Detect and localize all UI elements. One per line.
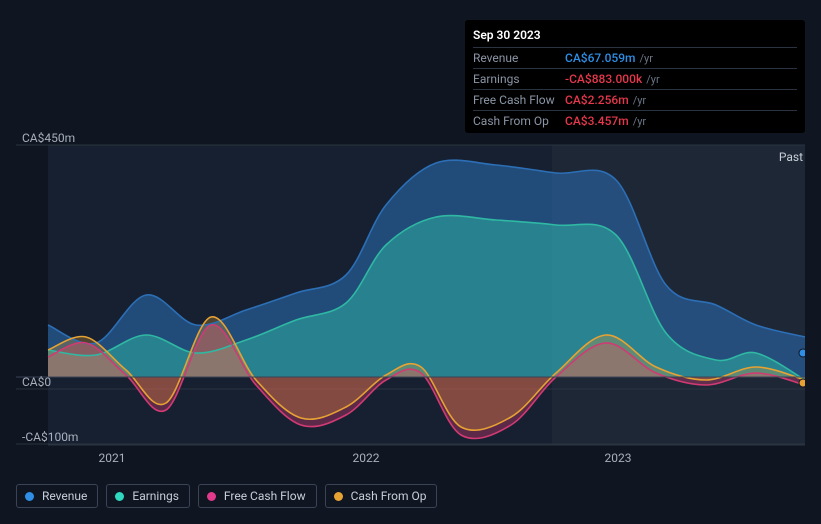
tooltip-date: Sep 30 2023 bbox=[473, 25, 797, 47]
x-axis-label: 2022 bbox=[353, 451, 380, 465]
legend-item[interactable]: Free Cash Flow bbox=[198, 484, 317, 508]
legend-item[interactable]: Cash From Op bbox=[325, 484, 438, 508]
legend-swatch-icon bbox=[334, 492, 343, 501]
tooltip-row-suffix: /yr bbox=[640, 52, 653, 65]
past-period-label: Past bbox=[779, 150, 803, 164]
tooltip-row-suffix: /yr bbox=[633, 94, 646, 107]
y-axis-label: CA$0 bbox=[22, 375, 51, 389]
tooltip-row: Free Cash FlowCA$2.256m/yr bbox=[473, 89, 797, 110]
y-axis-label: CA$450m bbox=[22, 131, 75, 145]
legend: Revenue Earnings Free Cash Flow Cash From O… bbox=[16, 484, 437, 508]
legend-swatch-icon bbox=[115, 492, 124, 501]
data-tooltip: Sep 30 2023 RevenueCA$67.059m/yrEarnings… bbox=[465, 20, 805, 133]
financial-area-chart[interactable] bbox=[16, 125, 805, 460]
legend-label: Free Cash Flow bbox=[224, 489, 306, 503]
tooltip-row-suffix: /yr bbox=[646, 73, 659, 86]
tooltip-row-value: -CA$883.000k bbox=[565, 72, 642, 86]
x-axis-label: 2023 bbox=[605, 451, 632, 465]
legend-item[interactable]: Earnings bbox=[106, 484, 190, 508]
tooltip-row-label: Revenue bbox=[473, 51, 565, 65]
y-axis-label: -CA$100m bbox=[22, 430, 78, 444]
legend-label: Cash From Op bbox=[351, 489, 427, 503]
tooltip-row-label: Earnings bbox=[473, 72, 565, 86]
legend-swatch-icon bbox=[25, 492, 34, 501]
x-axis-label: 2021 bbox=[99, 451, 126, 465]
tooltip-row-value: CA$2.256m bbox=[565, 93, 629, 107]
legend-item[interactable]: Revenue bbox=[16, 484, 98, 508]
tooltip-row: RevenueCA$67.059m/yr bbox=[473, 47, 797, 68]
legend-label: Earnings bbox=[132, 489, 179, 503]
tooltip-row-label: Free Cash Flow bbox=[473, 93, 565, 107]
legend-swatch-icon bbox=[207, 492, 216, 501]
tooltip-row: Earnings-CA$883.000k/yr bbox=[473, 68, 797, 89]
tooltip-row-value: CA$67.059m bbox=[565, 51, 636, 65]
legend-label: Revenue bbox=[42, 489, 87, 503]
